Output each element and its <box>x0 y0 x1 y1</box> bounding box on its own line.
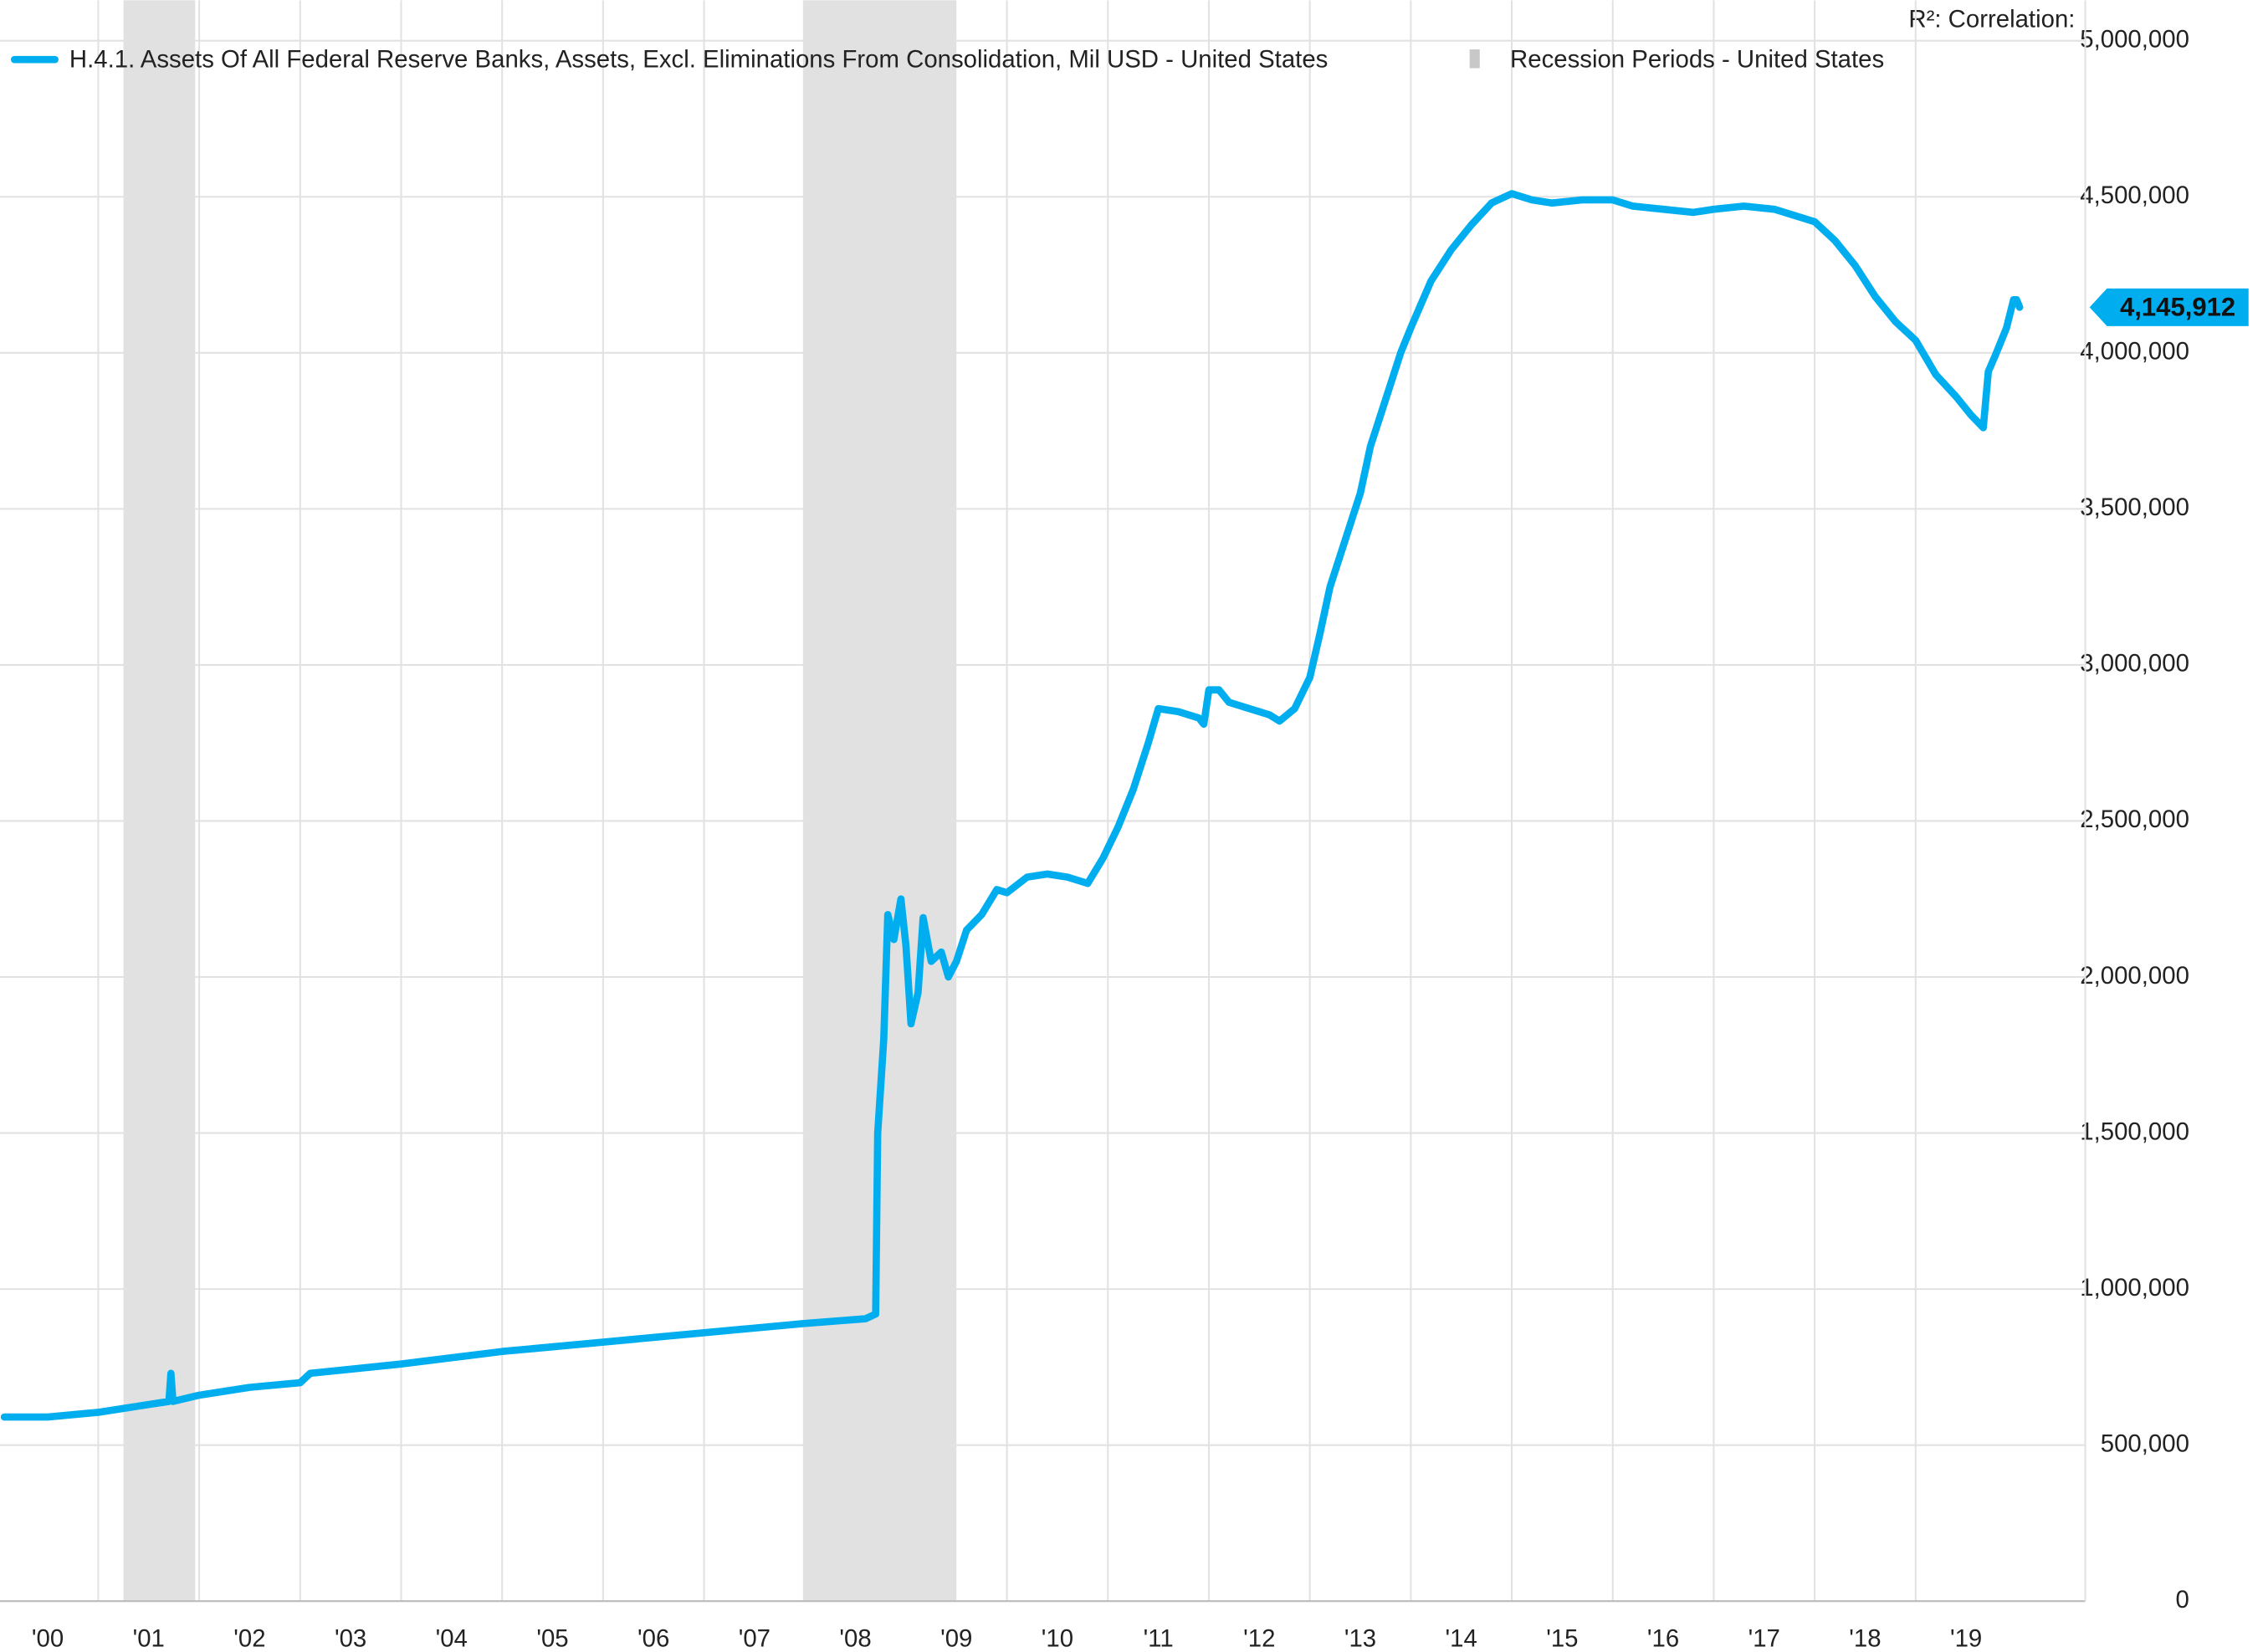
x-tick-label: '00 <box>32 1625 64 1652</box>
y-tick-label: 2,500,000 <box>2080 806 2189 833</box>
x-tick-label: '12 <box>1243 1625 1275 1652</box>
x-tick-label: '11 <box>1144 1625 1174 1652</box>
series-line <box>0 190 2024 1421</box>
x-tick-label: '09 <box>940 1625 972 1652</box>
x-tick-label: '01 <box>133 1625 165 1652</box>
x-tick-label: '06 <box>637 1625 669 1652</box>
x-tick-label: '07 <box>739 1625 771 1652</box>
y-tick-label: 1,000,000 <box>2080 1274 2189 1302</box>
x-tick-label: '04 <box>436 1625 468 1652</box>
y-tick-label: 3,500,000 <box>2080 494 2189 521</box>
recession-band <box>123 0 196 1602</box>
y-tick-label: 3,000,000 <box>2080 650 2189 678</box>
y-tick-label: 4,000,000 <box>2080 338 2189 366</box>
x-tick-label: '03 <box>335 1625 366 1652</box>
value-label: 4,145,912 <box>2120 292 2235 321</box>
x-tick-label: '17 <box>1748 1625 1780 1652</box>
y-tick-label: 2,000,000 <box>2080 962 2189 990</box>
header-stats: R²: Correlation: <box>1908 5 2075 33</box>
y-tick-label: 0 <box>2176 1586 2189 1614</box>
x-tick-label: '14 <box>1446 1625 1477 1652</box>
y-tick-label: 1,500,000 <box>2080 1118 2189 1145</box>
y-tick-label: 5,000,000 <box>2080 25 2189 53</box>
legend-label: Recession Periods - United States <box>1510 46 1884 74</box>
x-tick-label: '15 <box>1546 1625 1578 1652</box>
last-value-tag: 4,145,912 <box>2089 288 2249 326</box>
legend-label: H.4.1. Assets Of All Federal Reserve Ban… <box>69 46 1328 74</box>
x-tick-label: '16 <box>1647 1625 1679 1652</box>
x-tick-label: '19 <box>1950 1625 1982 1652</box>
x-tick-label: '10 <box>1042 1625 1073 1652</box>
recession-band <box>802 0 957 1602</box>
value-tag-shape <box>2089 288 2249 326</box>
x-tick-label: '18 <box>1849 1625 1881 1652</box>
x-tick-label: '05 <box>536 1625 568 1652</box>
y-tick-label: 4,500,000 <box>2080 182 2189 209</box>
x-tick-label: '13 <box>1344 1625 1376 1652</box>
x-tick-label: '08 <box>839 1625 871 1652</box>
y-tick-label: 500,000 <box>2101 1430 2189 1457</box>
legend-swatch <box>1469 49 1480 69</box>
x-tick-label: '02 <box>233 1625 265 1652</box>
